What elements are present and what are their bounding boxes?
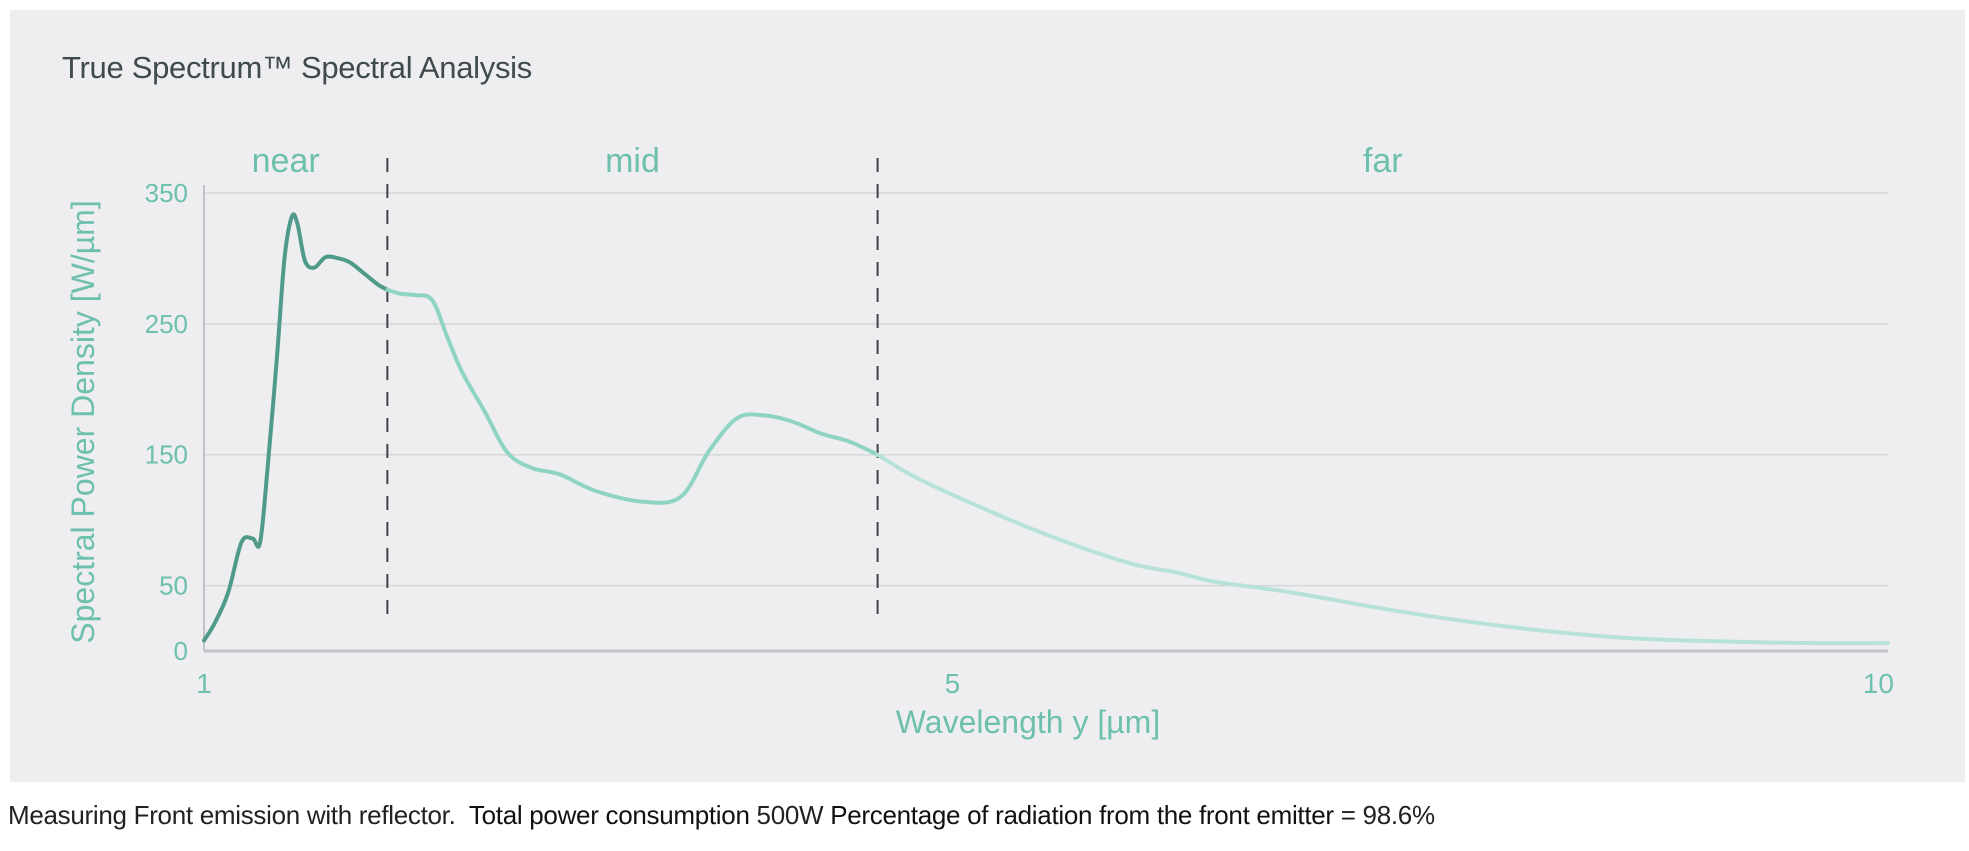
y-tick-250: 250 (145, 309, 188, 339)
region-label-near: near (252, 142, 320, 180)
x-axis-label: Wavelength y [µm] (896, 704, 1160, 740)
caption-percentage-value: = 98.6% (1340, 800, 1435, 830)
caption: Measuring Front emission with reflector.… (8, 800, 1435, 831)
y-tick-350: 350 (145, 178, 188, 208)
x-tick-10: 10 (1863, 668, 1894, 699)
y-axis-label: Spectral Power Density [W/µm] (65, 200, 101, 643)
region-dividers (386, 158, 879, 626)
x-tick-labels: 1 5 10 (196, 668, 1894, 699)
caption-measuring: Measuring Front emission with reflector. (8, 800, 456, 830)
curve-segment-mid (385, 287, 880, 505)
caption-percentage-label: Percentage of radiation from the front e… (830, 800, 1334, 830)
axes (203, 185, 1888, 653)
spectrum-curve (202, 212, 1890, 646)
y-tick-50: 50 (159, 571, 188, 601)
x-tick-1: 1 (196, 668, 212, 699)
caption-power-value: 500W (756, 800, 824, 830)
x-tick-5: 5 (945, 668, 961, 699)
y-tick-labels: 0 50 150 250 350 (145, 178, 188, 666)
region-label-far: far (1363, 142, 1403, 180)
caption-power-label: Total power consumption (468, 800, 750, 830)
curve-segment-near (202, 212, 390, 643)
grid-lines (204, 192, 1888, 587)
region-labels: near mid far (252, 142, 1403, 180)
chart-panel (10, 10, 1965, 782)
curve-segment-far (875, 452, 1890, 646)
region-label-mid: mid (605, 142, 660, 180)
chart-title: True Spectrum™ Spectral Analysis (62, 50, 532, 85)
y-tick-0: 0 (174, 636, 188, 666)
y-tick-150: 150 (145, 440, 188, 470)
